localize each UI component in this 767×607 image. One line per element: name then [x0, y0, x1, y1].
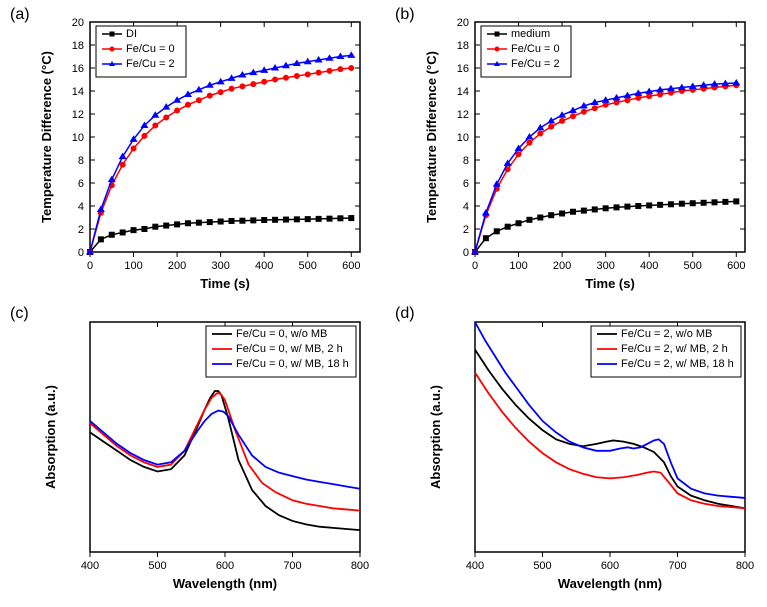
- svg-text:600: 600: [342, 260, 360, 272]
- svg-text:Fe/Cu = 0: Fe/Cu = 0: [511, 43, 560, 55]
- svg-text:Time (s): Time (s): [585, 276, 635, 291]
- svg-text:0: 0: [463, 247, 469, 259]
- svg-text:8: 8: [463, 155, 469, 167]
- svg-text:18: 18: [72, 40, 84, 52]
- svg-text:400: 400: [466, 560, 484, 572]
- svg-text:700: 700: [668, 560, 686, 572]
- svg-text:20: 20: [72, 17, 84, 29]
- svg-text:600: 600: [601, 560, 619, 572]
- svg-text:2: 2: [463, 224, 469, 236]
- svg-text:300: 300: [596, 260, 614, 272]
- svg-text:200: 200: [168, 260, 186, 272]
- svg-text:200: 200: [553, 260, 571, 272]
- svg-text:Fe/Cu = 2, w/o MB: Fe/Cu = 2, w/o MB: [621, 328, 712, 340]
- svg-text:Absorption (a.u.): Absorption (a.u.): [428, 385, 443, 489]
- svg-text:14: 14: [72, 86, 84, 98]
- svg-text:500: 500: [533, 560, 551, 572]
- svg-text:700: 700: [283, 560, 301, 572]
- figure: (a) (b) (c) (d) 010020030040050060002468…: [0, 0, 767, 607]
- svg-text:500: 500: [299, 260, 317, 272]
- panel-a-label: (a): [10, 6, 30, 24]
- svg-text:Fe/Cu = 2: Fe/Cu = 2: [511, 58, 560, 70]
- panel-a-chart: 0 100 200 300 400 500 600 0 2 4 6 8 10 12 14 16 18 20 Time…: [35, 10, 370, 300]
- svg-text:8: 8: [78, 155, 84, 167]
- svg-text:DI: DI: [126, 28, 137, 40]
- svg-text:Time (s): Time (s): [200, 276, 250, 291]
- svg-text:Temperature Difference (°C): Temperature Difference (°C): [424, 51, 439, 223]
- svg-text:4: 4: [463, 201, 469, 213]
- svg-text:800: 800: [351, 560, 369, 572]
- svg-text:14: 14: [457, 86, 469, 98]
- panel-b-label: (b): [395, 6, 415, 24]
- svg-text:Temperature Difference (°C): Temperature Difference (°C): [39, 51, 54, 223]
- panel-c-label: (c): [10, 305, 29, 323]
- svg-text:300: 300: [211, 260, 229, 272]
- svg-text:10: 10: [457, 132, 469, 144]
- svg-text:6: 6: [78, 178, 84, 190]
- panel-b-chart: 0 100 200 300 400 500 600 0 2 4 6 8 10 12 14 16 18 20 Time…: [420, 10, 755, 300]
- svg-text:0: 0: [472, 260, 478, 272]
- svg-text:2: 2: [78, 224, 84, 236]
- svg-text:100: 100: [509, 260, 527, 272]
- svg-text:Fe/Cu = 0: Fe/Cu = 0: [126, 43, 175, 55]
- svg-text:Fe/Cu = 0, w/ MB, 2 h: Fe/Cu = 0, w/ MB, 2 h: [236, 343, 343, 355]
- svg-text:6: 6: [463, 178, 469, 190]
- svg-text:800: 800: [736, 560, 754, 572]
- svg-text:10: 10: [72, 132, 84, 144]
- svg-text:12: 12: [457, 109, 469, 121]
- svg-text:Wavelength (nm): Wavelength (nm): [558, 576, 662, 591]
- svg-text:400: 400: [255, 260, 273, 272]
- panel-d-label: (d): [395, 305, 415, 323]
- svg-text:Fe/Cu = 0, w/o MB: Fe/Cu = 0, w/o MB: [236, 328, 327, 340]
- svg-text:0: 0: [87, 260, 93, 272]
- svg-text:20: 20: [457, 17, 469, 29]
- panel-c-chart: 400 500 600 700 800 Wavelength (nm) Absorption…: [35, 310, 370, 600]
- svg-text:600: 600: [727, 260, 745, 272]
- svg-text:Wavelength (nm): Wavelength (nm): [173, 576, 277, 591]
- svg-text:Fe/Cu = 2, w/ MB, 18 h: Fe/Cu = 2, w/ MB, 18 h: [621, 358, 734, 370]
- svg-text:500: 500: [684, 260, 702, 272]
- svg-text:16: 16: [72, 63, 84, 75]
- svg-text:400: 400: [81, 560, 99, 572]
- svg-text:4: 4: [78, 201, 84, 213]
- svg-text:Absorption (a.u.): Absorption (a.u.): [43, 385, 58, 489]
- svg-text:Fe/Cu = 2: Fe/Cu = 2: [126, 58, 175, 70]
- svg-text:12: 12: [72, 109, 84, 121]
- svg-text:medium: medium: [511, 28, 550, 40]
- svg-text:100: 100: [124, 260, 142, 272]
- svg-text:500: 500: [148, 560, 166, 572]
- svg-text:16: 16: [457, 63, 469, 75]
- svg-text:0: 0: [78, 247, 84, 259]
- svg-text:Fe/Cu = 2, w/ MB, 2 h: Fe/Cu = 2, w/ MB, 2 h: [621, 343, 728, 355]
- svg-text:400: 400: [640, 260, 658, 272]
- svg-text:18: 18: [457, 40, 469, 52]
- svg-text:600: 600: [216, 560, 234, 572]
- svg-text:Fe/Cu = 0, w/ MB, 18 h: Fe/Cu = 0, w/ MB, 18 h: [236, 358, 349, 370]
- panel-d-chart: 400 500 600 700 800 Wavelength (nm) Absorption…: [420, 310, 755, 600]
